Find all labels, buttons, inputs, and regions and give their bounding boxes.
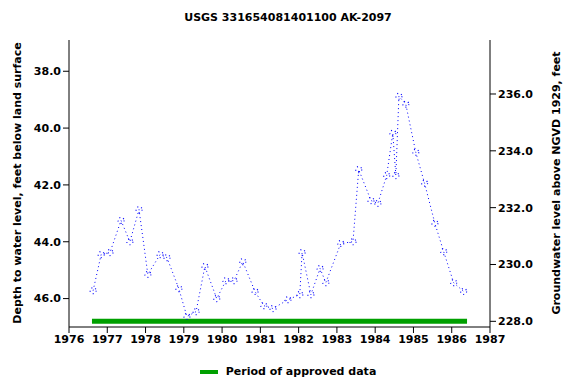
svg-text:236.0: 236.0 bbox=[498, 88, 533, 101]
svg-text:228.0: 228.0 bbox=[498, 315, 533, 328]
svg-text:230.0: 230.0 bbox=[498, 258, 533, 271]
svg-text:1976: 1976 bbox=[54, 333, 85, 346]
svg-text:1983: 1983 bbox=[322, 333, 353, 346]
svg-text:38.0: 38.0 bbox=[34, 65, 61, 78]
svg-text:40.0: 40.0 bbox=[34, 122, 61, 135]
svg-text:46.0: 46.0 bbox=[34, 292, 61, 305]
svg-text:1982: 1982 bbox=[283, 333, 314, 346]
svg-text:1986: 1986 bbox=[436, 333, 467, 346]
svg-text:1981: 1981 bbox=[245, 333, 276, 346]
svg-text:1978: 1978 bbox=[130, 333, 161, 346]
svg-text:44.0: 44.0 bbox=[34, 236, 61, 249]
html-text:Period of approved data: Period of approved data bbox=[225, 365, 377, 378]
svg-text:1977: 1977 bbox=[92, 333, 123, 346]
svg-text:1980: 1980 bbox=[207, 333, 238, 346]
svg-text:1979: 1979 bbox=[169, 333, 200, 346]
svg-text:42.0: 42.0 bbox=[34, 179, 61, 192]
svg-text:1985: 1985 bbox=[398, 333, 429, 346]
svg-text:1987: 1987 bbox=[475, 333, 506, 346]
html-text:Depth to water level, feet bel: Depth to water level, feet below land su… bbox=[10, 42, 24, 324]
html-text:Groundwater level above NGVD 1: Groundwater level above NGVD 1929, feet bbox=[549, 51, 563, 315]
svg-text:1984: 1984 bbox=[360, 333, 391, 346]
svg-text:234.0: 234.0 bbox=[498, 145, 533, 158]
html-text:USGS 331654081401100 AK-2097: USGS 331654081401100 AK-2097 bbox=[184, 11, 392, 24]
svg-text:232.0: 232.0 bbox=[498, 202, 533, 215]
